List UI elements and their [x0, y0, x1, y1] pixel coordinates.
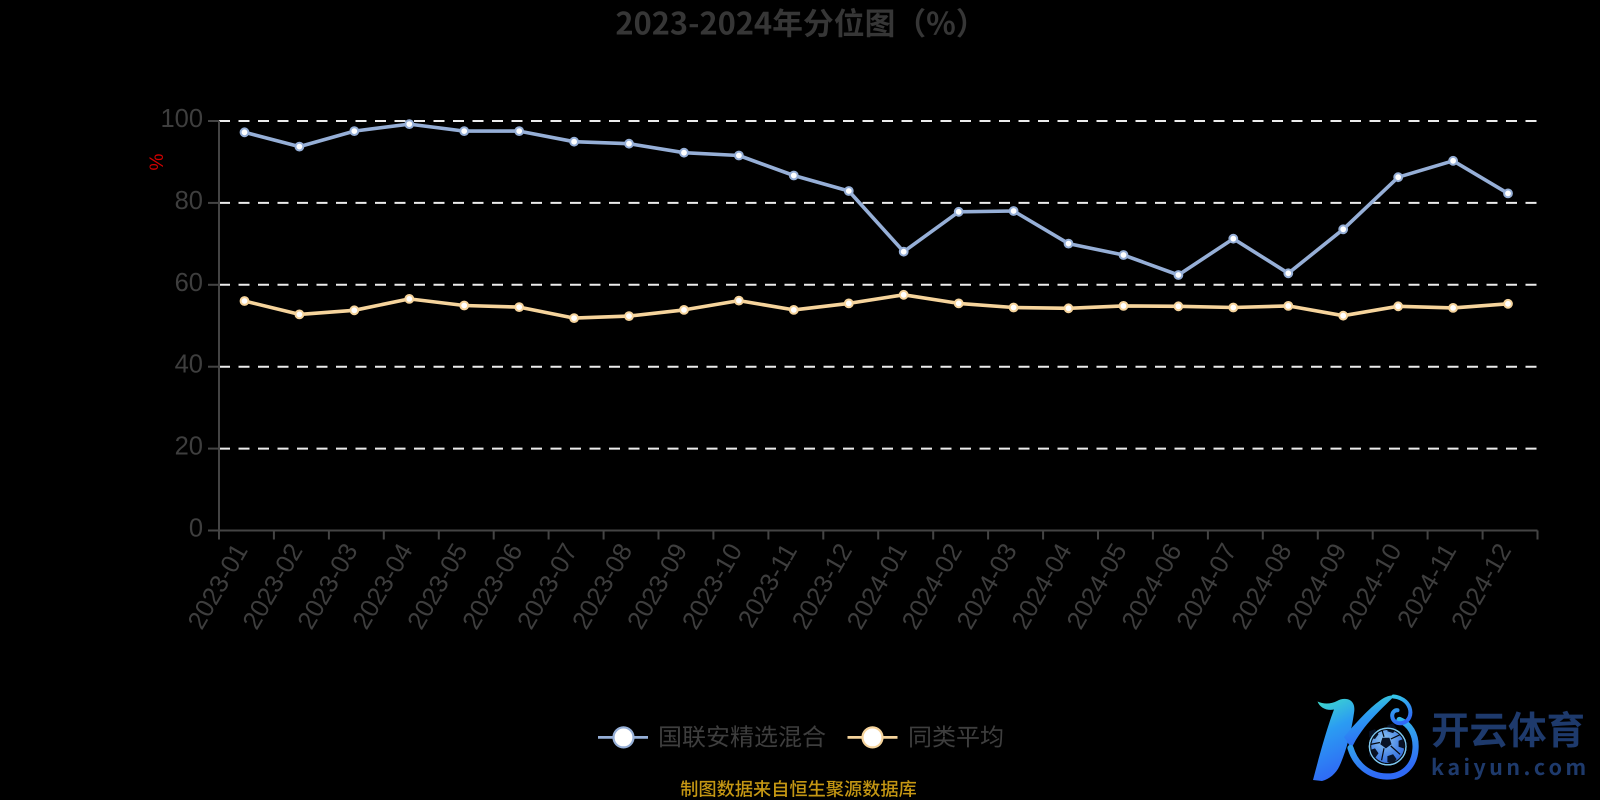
svg-text:%: %	[147, 153, 168, 170]
svg-text:60: 60	[175, 269, 203, 297]
svg-text:40: 40	[175, 351, 203, 379]
svg-text:100: 100	[160, 105, 203, 133]
svg-text:0: 0	[189, 515, 203, 543]
svg-text:20: 20	[175, 433, 203, 461]
svg-text:80: 80	[175, 187, 203, 215]
